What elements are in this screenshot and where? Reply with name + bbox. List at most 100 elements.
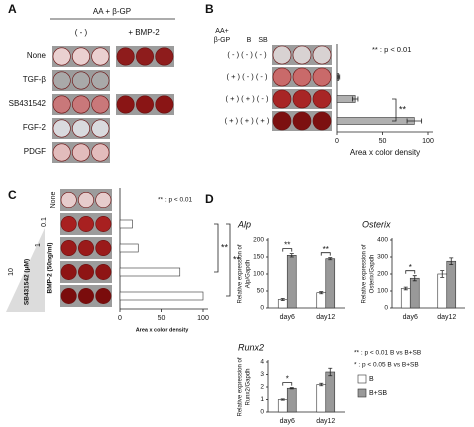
y-axis-label: Alp/Gapdh — [246, 260, 252, 288]
significance-label: ** — [233, 254, 241, 264]
significance-bracket — [405, 270, 416, 274]
bar — [119, 219, 133, 229]
row-label: TGF-β — [23, 75, 47, 84]
legend-swatch — [357, 374, 367, 384]
legend-label: B+SB — [369, 390, 387, 397]
well — [155, 95, 174, 114]
significance-bracket — [392, 98, 397, 122]
well — [52, 47, 71, 66]
well — [72, 119, 90, 138]
bar — [446, 260, 457, 309]
y-tick-label: 100 — [253, 271, 264, 278]
significance-label: * — [286, 375, 289, 384]
y-tick-label: 50 — [257, 288, 265, 295]
column-label: ( - ) — [75, 28, 88, 37]
row-label: None — [50, 192, 57, 209]
row-label: ( + ) ( + ) ( + ) — [225, 116, 270, 125]
bar — [119, 267, 181, 277]
well — [272, 45, 292, 65]
x-tick-label: 100 — [422, 138, 434, 145]
well — [91, 71, 110, 90]
error-bar — [328, 367, 333, 377]
well — [72, 71, 90, 90]
y-tick-label: 4 — [260, 359, 264, 366]
well — [78, 240, 94, 256]
y-tick-label: 0 — [260, 409, 264, 416]
bar — [325, 258, 336, 309]
well — [72, 143, 90, 162]
well — [272, 89, 292, 109]
group-label: BMP-2 (50ng/ml) — [47, 243, 54, 294]
significance-bracket — [214, 223, 219, 273]
x-axis-label: Area x color density — [136, 327, 190, 333]
well — [60, 192, 77, 208]
well — [91, 95, 110, 114]
note: * : p < 0.05 B vs B+SB — [354, 362, 419, 369]
well — [78, 264, 94, 280]
well — [272, 67, 292, 87]
well — [136, 47, 154, 66]
chart-title: Alp — [237, 219, 251, 229]
well — [292, 89, 312, 109]
y-axis-label: Osterix/Gapdh — [370, 255, 376, 294]
group-label: SB431542 (μM) — [24, 259, 31, 305]
note: ** : p < 0.01 B vs B+SB — [354, 350, 421, 357]
error-bar — [280, 298, 285, 301]
well — [95, 240, 112, 256]
x-tick-label: day12 — [316, 418, 335, 425]
well — [292, 45, 312, 65]
well — [52, 119, 71, 138]
well — [292, 67, 312, 87]
column-label: + BMP-2 — [128, 28, 160, 37]
error-bar — [289, 387, 294, 390]
well — [72, 47, 90, 66]
row-label: SB431542 — [9, 99, 47, 108]
x-tick-label: day6 — [280, 418, 295, 425]
bar — [119, 243, 139, 253]
note: ** : p < 0.01 — [372, 45, 411, 54]
y-axis-label: Relative expression of — [362, 244, 368, 303]
well — [155, 47, 174, 66]
well — [60, 264, 77, 280]
error-bar — [440, 270, 445, 278]
well — [60, 216, 77, 232]
well — [78, 288, 94, 304]
x-axis-label: Area x color density — [350, 148, 420, 157]
y-tick-label: 150 — [253, 254, 264, 261]
x-tick-label: day12 — [316, 314, 335, 321]
row-label: ( - ) ( - ) ( - ) — [227, 50, 267, 59]
well — [95, 192, 112, 208]
error-bar — [352, 96, 359, 102]
panel-label: D — [205, 192, 214, 206]
well — [91, 143, 110, 162]
well — [60, 240, 77, 256]
note: ** : p < 0.01 — [158, 197, 193, 204]
well — [78, 216, 94, 232]
well — [78, 192, 94, 208]
x-tick-label: 0 — [118, 315, 122, 322]
y-tick-label: 100 — [377, 288, 388, 295]
error-bar — [328, 257, 333, 261]
bar — [316, 384, 327, 413]
row-label: 0.1 — [41, 217, 48, 227]
well — [116, 47, 135, 66]
significance-bracket — [282, 382, 293, 386]
panel-label: A — [8, 2, 17, 16]
error-bar — [280, 398, 285, 401]
gradient-triangle — [6, 228, 45, 312]
well — [312, 111, 332, 131]
row-label: ( + ) ( + ) ( - ) — [226, 94, 269, 103]
x-tick-label: 50 — [379, 138, 387, 145]
x-tick-label: 100 — [197, 315, 209, 322]
x-tick-label: day6 — [403, 314, 418, 321]
bar — [400, 288, 411, 309]
chart-title: Runx2 — [238, 342, 264, 352]
well — [95, 216, 112, 232]
legend-label: B — [369, 376, 374, 383]
well — [312, 45, 332, 65]
y-tick-label: 0 — [260, 305, 264, 312]
x-tick-label: 0 — [335, 138, 339, 145]
error-bar — [449, 257, 454, 266]
well — [91, 47, 110, 66]
